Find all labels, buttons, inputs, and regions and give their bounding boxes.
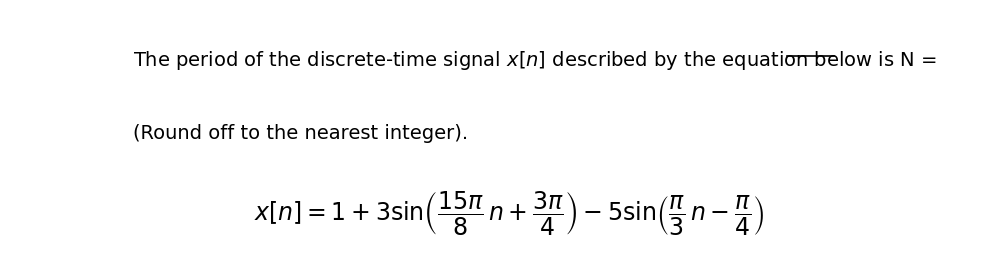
Text: The period of the discrete-time signal $x[n]$ described by the equation below is: The period of the discrete-time signal $… bbox=[133, 49, 939, 72]
Text: (Round off to the nearest integer).: (Round off to the nearest integer). bbox=[133, 124, 469, 143]
Text: $x[n] = 1 + 3\sin\!\left(\dfrac{15\pi}{8}\,n + \dfrac{3\pi}{4}\right) - 5\sin\!\: $x[n] = 1 + 3\sin\!\left(\dfrac{15\pi}{8… bbox=[254, 189, 764, 237]
